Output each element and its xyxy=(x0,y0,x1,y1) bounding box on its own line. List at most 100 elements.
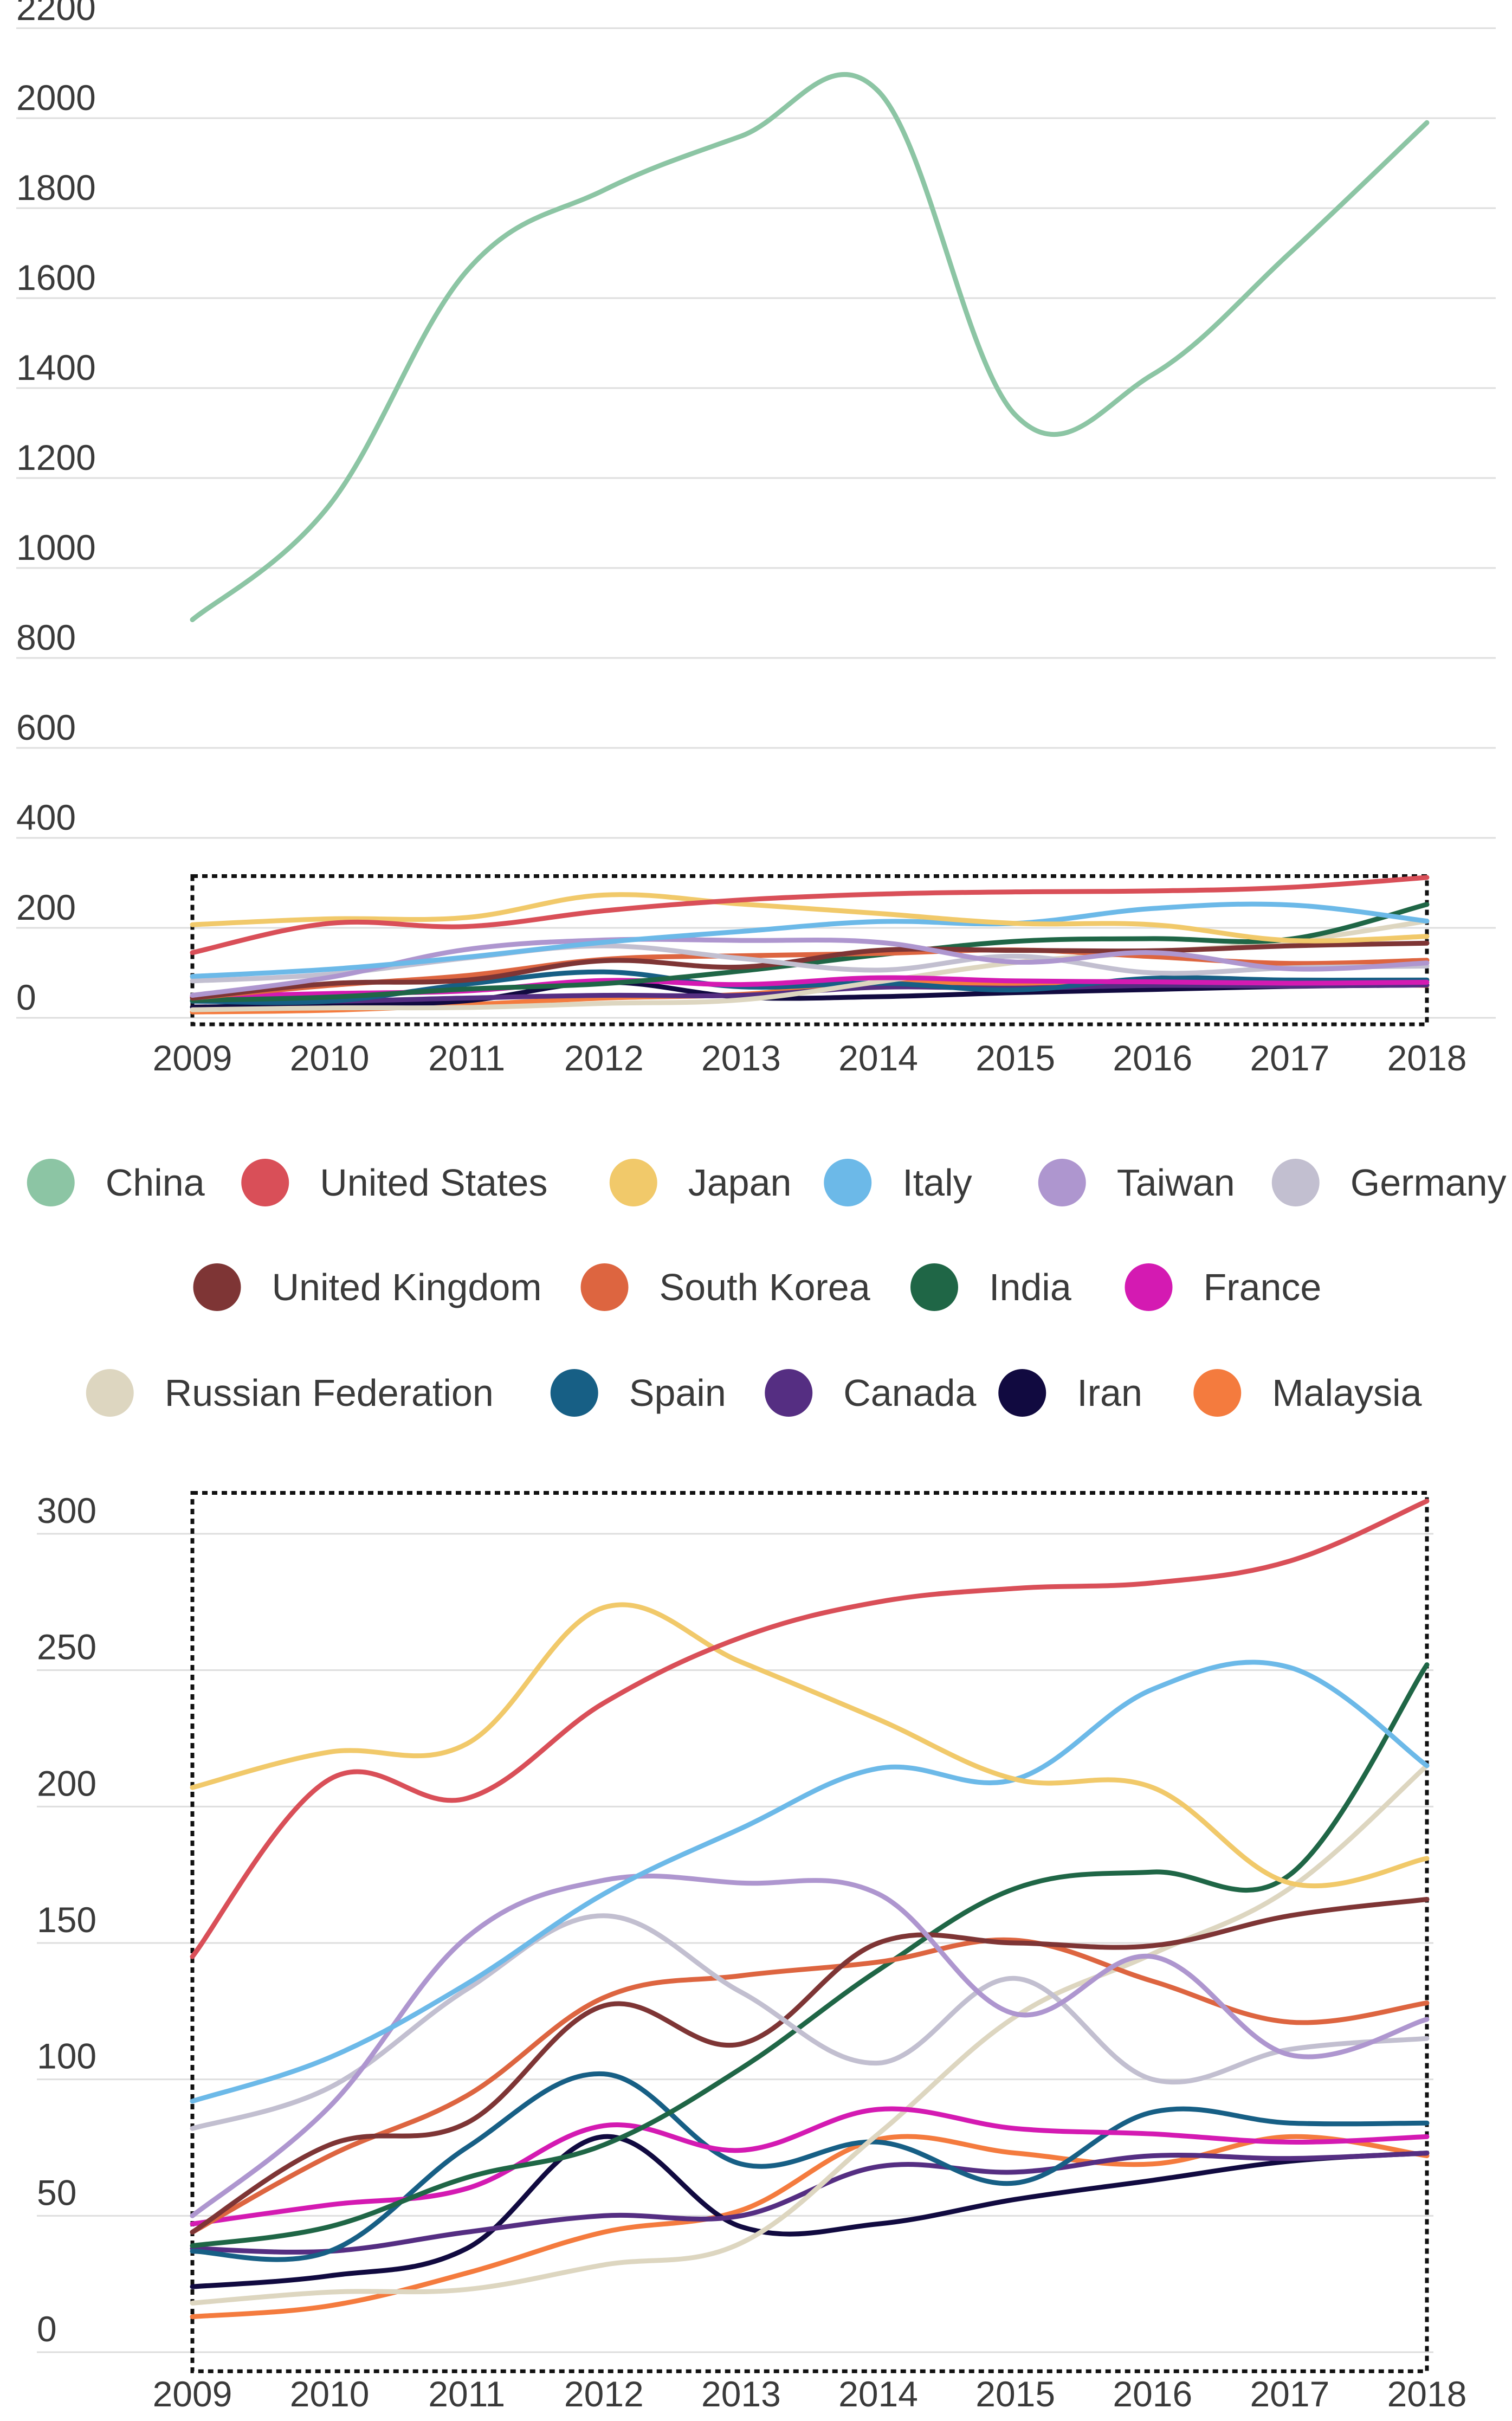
chart-1: 0 200 400 600 800 1000 1200 1400 1600 1800 2000 220… xyxy=(16,0,1496,1078)
legend-item-united-states[interactable]: United States xyxy=(241,1159,548,1206)
legend-label: India xyxy=(989,1266,1071,1308)
chart1-x-tick-label: 2010 xyxy=(290,1038,370,1078)
chart1-y-tick-label: 1400 xyxy=(16,347,96,388)
chart1-series-line-china xyxy=(190,72,1430,622)
chart2-series-line-india xyxy=(190,1662,1430,2249)
legend-item-italy[interactable]: Italy xyxy=(824,1159,972,1206)
chart1-zoom-box xyxy=(190,874,1429,1026)
legend-swatch xyxy=(1125,1263,1173,1311)
legend-item-russian-federation[interactable]: Russian Federation xyxy=(86,1369,494,1417)
chart2-series-line-italy xyxy=(190,1660,1430,2104)
chart2-y-tick-label: 0 xyxy=(37,2309,57,2349)
legend-label: Spain xyxy=(629,1372,726,1414)
chart1-series-line-germany xyxy=(190,943,1430,984)
legend-swatch xyxy=(824,1159,872,1206)
legend-item-india[interactable]: India xyxy=(910,1263,1071,1311)
chart1-x-tick-label: 2009 xyxy=(153,1038,232,1078)
chart1-y-tick-label: 0 xyxy=(16,977,36,1017)
legend-swatch xyxy=(550,1369,598,1417)
legend-label: France xyxy=(1204,1266,1322,1308)
legend-swatch xyxy=(765,1369,813,1417)
legend-swatch xyxy=(609,1159,657,1206)
chart2-series-line-taiwan xyxy=(190,1873,1430,2218)
legend-swatch xyxy=(1271,1159,1320,1206)
legend-item-united-kingdom[interactable]: United Kingdom xyxy=(193,1263,542,1311)
chart2-y-tick-label: 100 xyxy=(37,2036,96,2076)
legend-label: South Korea xyxy=(660,1266,870,1308)
chart1-series-line-united-kingdom xyxy=(190,940,1430,1000)
chart2-x-tick-label: 2018 xyxy=(1387,2374,1467,2414)
chart1-series-line-united-states xyxy=(190,875,1430,956)
chart2-series-line-russian-federation xyxy=(190,1763,1430,2306)
chart1-x-tick-label: 2017 xyxy=(1250,1038,1329,1078)
legend-label: Italy xyxy=(902,1161,972,1204)
chart1-y-tick-label: 200 xyxy=(16,887,76,927)
chart2-series-line-iran xyxy=(190,2134,1430,2289)
chart1-y-tick-label: 2200 xyxy=(16,0,96,28)
chart2-y-tick-label: 150 xyxy=(37,1900,96,1940)
legend-item-germany[interactable]: Germany xyxy=(1271,1159,1507,1206)
chart1-y-tick-label: 2000 xyxy=(16,78,96,118)
chart2-series-line-united-states xyxy=(190,1499,1430,1959)
chart1-x-tick-label: 2016 xyxy=(1113,1038,1192,1078)
chart1-x-tick-label: 2011 xyxy=(428,1038,505,1078)
legend-item-south-korea[interactable]: South Korea xyxy=(580,1263,870,1311)
legend-item-china[interactable]: China xyxy=(27,1159,205,1206)
chart1-y-tick-label: 1200 xyxy=(16,437,96,477)
chart1-x-tick-label: 2018 xyxy=(1387,1038,1467,1078)
legend-label: China xyxy=(106,1161,205,1204)
chart2-x-tick-label: 2016 xyxy=(1113,2374,1192,2414)
chart1-y-tick-label: 400 xyxy=(16,797,76,837)
legend-item-malaysia[interactable]: Malaysia xyxy=(1193,1369,1422,1417)
chart1-y-tick-label: 800 xyxy=(16,617,76,657)
chart2-x-tick-label: 2010 xyxy=(290,2374,370,2414)
legend-swatch xyxy=(1038,1159,1086,1206)
chart1-y-tick-label: 1800 xyxy=(16,167,96,208)
legend: China United States Japan Italy Taiwan German… xyxy=(27,1159,1507,1417)
legend-swatch xyxy=(27,1159,75,1206)
legend-label: Malaysia xyxy=(1272,1372,1421,1414)
chart2-x-tick-label: 2017 xyxy=(1250,2374,1329,2414)
legend-label: Canada xyxy=(843,1372,976,1414)
legend-swatch xyxy=(241,1159,289,1206)
legend-item-canada[interactable]: Canada xyxy=(765,1369,977,1417)
legend-item-spain[interactable]: Spain xyxy=(550,1369,726,1417)
chart2-y-tick-label: 50 xyxy=(37,2172,76,2212)
chart2-x-tick-label: 2013 xyxy=(701,2374,781,2414)
legend-label: United States xyxy=(320,1161,547,1204)
legend-swatch xyxy=(580,1263,629,1311)
legend-label: United Kingdom xyxy=(272,1266,542,1308)
chart1-x-tick-label: 2014 xyxy=(838,1038,918,1078)
chart2-y-tick-label: 250 xyxy=(37,1627,96,1667)
legend-item-france[interactable]: France xyxy=(1125,1263,1322,1311)
chart1-series-line-india xyxy=(190,902,1430,1003)
chart2-zoom-box xyxy=(190,1491,1429,2373)
chart2-x-tick-label: 2014 xyxy=(838,2374,918,2414)
chart1-x-tick-label: 2015 xyxy=(975,1038,1055,1078)
chart2-series-line-japan xyxy=(190,1602,1430,1889)
chart-2: 0 50 100 150 200 250 300 2009 2010 2011 2012 2013 20… xyxy=(37,1490,1466,2414)
legend-item-taiwan[interactable]: Taiwan xyxy=(1038,1159,1235,1206)
chart2-x-tick-label: 2012 xyxy=(564,2374,644,2414)
legend-swatch xyxy=(86,1369,134,1417)
legend-label: Taiwan xyxy=(1117,1161,1235,1204)
legend-swatch xyxy=(998,1369,1046,1417)
chart1-x-tick-label: 2012 xyxy=(564,1038,644,1078)
legend-label: Japan xyxy=(688,1161,792,1204)
chart2-x-tick-label: 2009 xyxy=(153,2374,232,2414)
chart2-series-line-germany xyxy=(190,1913,1430,2131)
chart1-x-tick-label: 2013 xyxy=(701,1038,781,1078)
legend-label: Russian Federation xyxy=(165,1372,494,1414)
chart1-y-tick-label: 1000 xyxy=(16,527,96,567)
legend-item-japan[interactable]: Japan xyxy=(609,1159,792,1206)
legend-item-iran[interactable]: Iran xyxy=(998,1369,1142,1417)
legend-swatch xyxy=(1193,1369,1242,1417)
legend-swatch xyxy=(193,1263,241,1311)
chart2-series-line-canada xyxy=(190,2151,1430,2255)
chart1-y-tick-label: 1600 xyxy=(16,257,96,298)
chart1-y-tick-label: 600 xyxy=(16,707,76,747)
chart2-y-tick-label: 200 xyxy=(37,1763,96,1803)
legend-label: Iran xyxy=(1077,1372,1142,1414)
